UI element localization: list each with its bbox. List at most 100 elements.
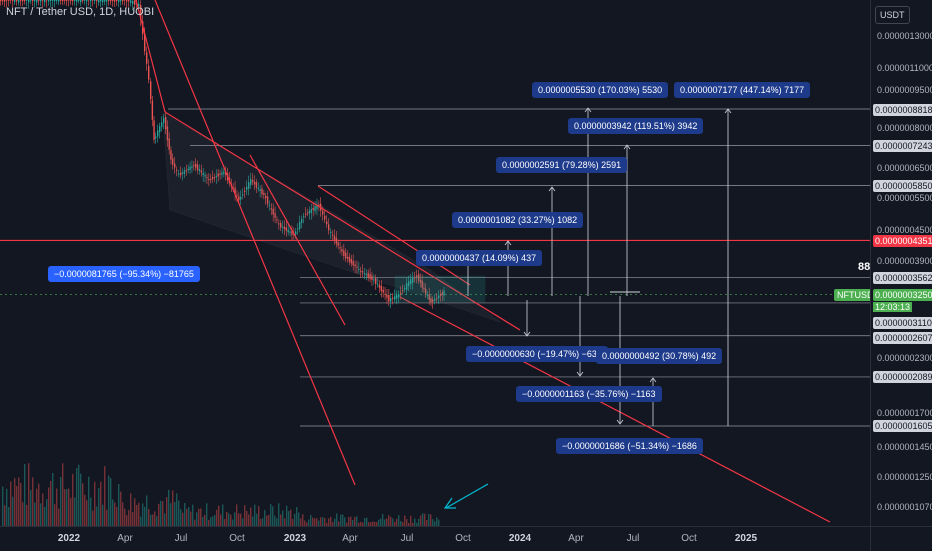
measure-tag-drawdown[interactable]: −0.0000081765 (−95.34%) −81765 bbox=[48, 266, 200, 282]
candle-body bbox=[44, 0, 45, 2]
candle-body bbox=[161, 122, 162, 126]
bar-countdown: 12:03:13 bbox=[873, 302, 912, 312]
volume-bar bbox=[184, 503, 185, 526]
measure-tag-437[interactable]: 0.0000000437 (14.09%) 437 bbox=[416, 250, 542, 266]
volume-bar bbox=[272, 506, 273, 526]
time-tick: 2023 bbox=[284, 533, 306, 544]
price-axis[interactable]: USDT 0.0000013000 0.0000011000 0.0000009… bbox=[870, 0, 932, 526]
candle-body bbox=[60, 0, 61, 1]
volume-bar bbox=[322, 517, 323, 526]
volume-bar bbox=[146, 495, 147, 526]
candle-body bbox=[114, 0, 115, 1]
volume-bar bbox=[302, 514, 303, 526]
volume-bar bbox=[10, 482, 11, 526]
volume-bar bbox=[132, 512, 133, 526]
volume-bar bbox=[26, 505, 27, 526]
volume-bar bbox=[50, 481, 51, 526]
candle-body bbox=[74, 0, 75, 1]
candle-body bbox=[16, 0, 17, 1]
measure-tag-5530[interactable]: 0.0000005530 (170.03%) 5530 bbox=[532, 82, 668, 98]
range-box bbox=[395, 276, 485, 302]
volume-bar bbox=[284, 518, 285, 526]
volume-bar bbox=[22, 502, 23, 526]
volume-bar bbox=[2, 486, 3, 526]
volume-bar bbox=[390, 517, 391, 526]
candle-body bbox=[159, 126, 160, 132]
volume-bar bbox=[66, 489, 67, 526]
volume-bar bbox=[18, 477, 19, 526]
volume-bar bbox=[32, 477, 33, 526]
volume-bar bbox=[102, 505, 103, 526]
volume-bar bbox=[62, 463, 63, 526]
measure-tag-630[interactable]: −0.0000000630 (−19.47%) −630 bbox=[466, 346, 608, 362]
time-axis[interactable]: 2022 Apr Jul Oct 2023 Apr Jul Oct 2024 A… bbox=[0, 526, 870, 551]
measure-tag-492[interactable]: 0.0000000492 (30.78%) 492 bbox=[596, 348, 722, 364]
volume-bar bbox=[72, 474, 73, 526]
volume-bar bbox=[320, 517, 321, 526]
time-tick: Jul bbox=[175, 533, 188, 544]
volume-bar bbox=[216, 510, 217, 526]
candle-body bbox=[8, 0, 9, 1]
candle-body bbox=[104, 0, 105, 1]
volume-bar bbox=[130, 493, 131, 526]
candle-body bbox=[153, 120, 154, 139]
volume-bar bbox=[114, 503, 115, 526]
volume-bar bbox=[162, 501, 163, 526]
candle-body bbox=[146, 52, 147, 64]
level-label-5850: 0.0000005850 bbox=[873, 180, 932, 192]
time-tick: Oct bbox=[681, 533, 697, 544]
candle-body bbox=[4, 0, 5, 1]
volume-bar bbox=[264, 510, 265, 526]
volume-bar bbox=[398, 515, 399, 526]
time-tick: Oct bbox=[229, 533, 245, 544]
currency-button[interactable]: USDT bbox=[875, 6, 910, 24]
time-tick: Jul bbox=[627, 533, 640, 544]
volume-bar bbox=[220, 514, 221, 526]
volume-bar bbox=[334, 519, 335, 526]
volume-bar bbox=[34, 502, 35, 526]
candle-body bbox=[22, 0, 23, 1]
time-tick: Jul bbox=[401, 533, 414, 544]
volume-bar bbox=[224, 519, 225, 526]
volume-bar bbox=[126, 515, 127, 526]
volume-bar bbox=[436, 517, 437, 526]
candle-body bbox=[20, 0, 21, 1]
measure-tag-1686[interactable]: −0.0000001686 (−51.34%) −1686 bbox=[556, 438, 703, 454]
volume-bar bbox=[90, 498, 91, 526]
volume-bar bbox=[248, 514, 249, 526]
volume-bar bbox=[300, 519, 301, 526]
volume-bar bbox=[180, 509, 181, 526]
measure-tag-1082[interactable]: 0.0000001082 (33.27%) 1082 bbox=[452, 212, 583, 228]
chart-area[interactable]: NFT / Tether USD, 1D, HUOBI −0.000008176… bbox=[0, 0, 870, 526]
candle-body bbox=[48, 0, 49, 1]
volume-bar bbox=[6, 489, 7, 526]
volume-bar bbox=[108, 476, 109, 526]
volume-bar bbox=[204, 515, 205, 526]
volume-bar bbox=[20, 483, 21, 526]
volume-bar bbox=[52, 473, 53, 526]
level-label-4351: 0.0000004351 bbox=[873, 235, 932, 247]
candle-body bbox=[38, 0, 39, 1]
volume-bar bbox=[42, 493, 43, 526]
volume-bar bbox=[286, 506, 287, 526]
candle-body bbox=[62, 0, 63, 1]
price-tick: 0.0000003900 bbox=[877, 256, 932, 266]
measure-tag-1163[interactable]: −0.0000001163 (−35.76%) −1163 bbox=[516, 386, 662, 402]
time-tick: Apr bbox=[342, 533, 358, 544]
volume-bar bbox=[366, 518, 367, 526]
volume-bar bbox=[228, 513, 229, 526]
volume-bar bbox=[280, 515, 281, 526]
candle-body bbox=[157, 131, 158, 137]
level-label-3562: 0.0000003562 bbox=[873, 272, 932, 284]
volume-bar bbox=[38, 484, 39, 526]
measure-tag-3942[interactable]: 0.0000003942 (119.51%) 3942 bbox=[568, 118, 703, 134]
volume-bar bbox=[54, 504, 55, 526]
volume-bar bbox=[182, 513, 183, 526]
candle-body bbox=[0, 0, 1, 1]
measure-tag-7177[interactable]: 0.0000007177 (447.14%) 7177 bbox=[674, 82, 810, 98]
volume-bar bbox=[382, 514, 383, 526]
candle-body bbox=[6, 0, 7, 1]
volume-bar bbox=[44, 507, 45, 526]
measure-tag-2591[interactable]: 0.0000002591 (79.28%) 2591 bbox=[496, 157, 627, 173]
candle-body bbox=[110, 0, 111, 1]
